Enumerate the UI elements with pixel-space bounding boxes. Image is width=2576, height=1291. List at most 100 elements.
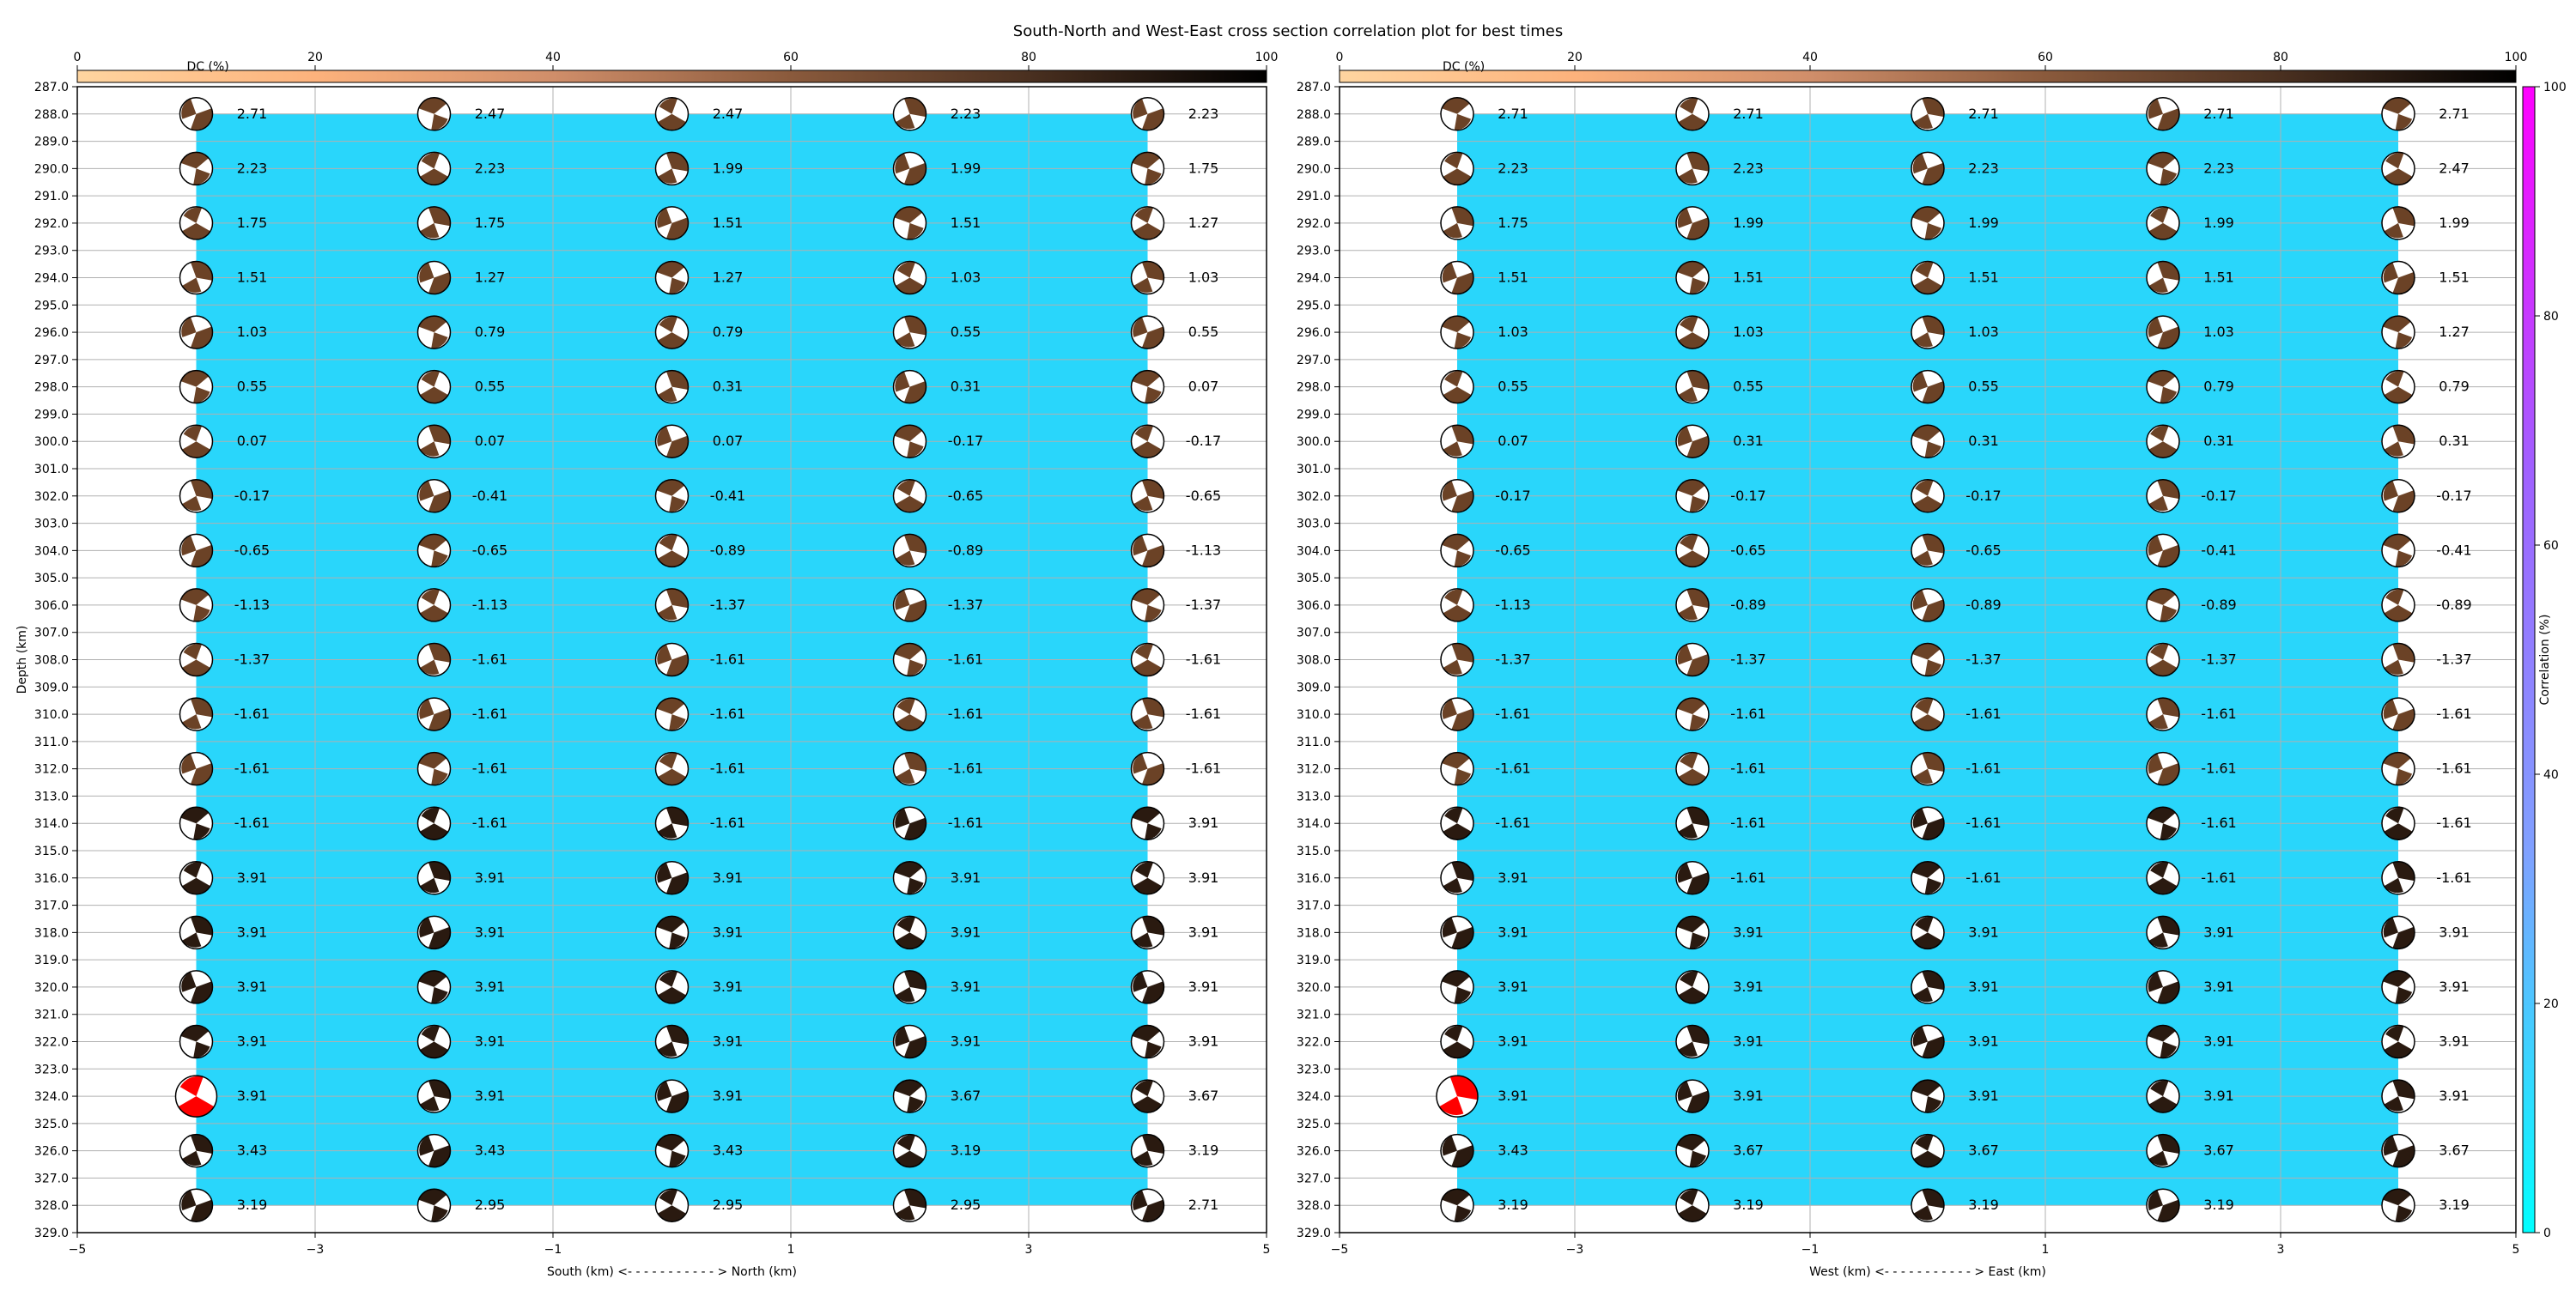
correlation-tick-label: 20 [2543,997,2559,1011]
y-tick-label: 305.0 [34,572,69,585]
beachball-outline [1440,751,1474,786]
beachball-outline [2381,806,2415,840]
time-label: 2.71 [1968,106,1999,122]
beachball-outline [2146,479,2180,513]
beachball-outline [2381,151,2415,186]
time-label: 3.91 [1968,924,1999,940]
beachball-quadrant [2160,604,2178,621]
beachball [654,970,690,1004]
beachball-outline [1911,751,1945,786]
beachball-quadrant [1133,877,1162,894]
beachball-outline [179,97,214,131]
beachball-outline [179,424,214,458]
beachball-outline [654,751,690,786]
time-label: 1.51 [2203,270,2234,286]
time-label: 2.95 [713,1197,744,1213]
beachball [416,588,452,622]
beachball-outline [892,424,927,458]
beachball-quadrant [418,534,447,551]
beachball [2146,369,2180,404]
beachball-outline [1440,315,1474,349]
beachball-quadrant [669,932,686,949]
beachball-quadrant [420,1096,440,1112]
beachball-outline [416,751,452,786]
beachball-quadrant [658,768,686,785]
beachball-quadrant [669,495,686,512]
beachball-outline [1130,260,1165,295]
x-tick-label: −3 [1566,1243,1584,1257]
beachball-outline [1675,533,1710,568]
dc-tick-label: 80 [2273,51,2288,64]
y-tick-label: 296.0 [1297,326,1331,340]
beachball-quadrant [658,386,677,403]
beachball-quadrant [428,926,451,949]
beachball-quadrant [896,550,915,566]
beachball-outline [654,1188,690,1222]
beachball [2381,915,2415,950]
y-tick-label: 290.0 [34,162,69,176]
beachball [1911,151,1945,186]
beachball-outline [174,1075,218,1118]
y-tick-label: 325.0 [34,1118,69,1131]
beachball-outline [1440,424,1474,458]
beachball-outline [892,369,927,404]
dc-colorbar-gradient [76,70,1267,83]
time-label: -1.37 [1495,652,1530,668]
beachball-outline [1675,424,1710,458]
beachball [2146,1024,2180,1059]
beachball-quadrant [2157,326,2179,349]
beachball-outline [1911,315,1945,349]
time-label: 3.91 [713,924,744,940]
beachball-outline [1440,588,1474,622]
beachball-outline [892,260,927,295]
y-tick-label: 315.0 [1297,845,1331,858]
beachball-quadrant [1915,480,1934,496]
beachball-quadrant [1912,371,1928,392]
beachball-quadrant [1442,1189,1470,1206]
y-tick-label: 324.0 [34,1090,69,1104]
beachball-quadrant [1133,714,1153,730]
time-label: 3.19 [1188,1143,1219,1159]
beachball-outline [2146,588,2180,622]
beachball [2146,861,2180,895]
beachball-quadrant [418,1189,447,1206]
beachball-quadrant [659,753,677,769]
y-tick-label: 321.0 [34,1009,69,1022]
beachball-quadrant [1689,1150,1707,1167]
beachball [1130,315,1165,349]
beachball-quadrant [907,659,924,676]
beachball-quadrant [1133,932,1153,948]
beachball-outline [1130,697,1165,731]
beachball-outline [892,751,927,786]
y-tick-label: 325.0 [1297,1118,1331,1131]
beachball-outline [1911,1188,1945,1222]
y-tick-label: 312.0 [1297,763,1331,777]
beachball-quadrant [181,972,197,992]
time-label: -1.61 [472,652,507,668]
beachball-quadrant [658,823,677,839]
beachball-outline [416,1079,452,1113]
beachball-quadrant [428,708,451,731]
beachball-quadrant [894,643,923,660]
beachball [416,315,452,349]
time-label: 3.91 [1733,1033,1764,1050]
beachball-quadrant [1689,714,1707,730]
time-label: 2.71 [1733,106,1764,122]
time-label: 2.23 [2203,160,2234,176]
beachball-outline [2146,915,2180,950]
beachball-quadrant [1686,872,1709,894]
beachball-outline [2381,1133,2415,1168]
beachball-quadrant [1442,480,1457,501]
grid [76,86,1267,1233]
beachball [654,1079,690,1113]
dc-tick-label: 100 [1255,51,1279,64]
beachball-quadrant [1678,332,1707,349]
beachball-quadrant [659,316,677,333]
beachball-outline [2381,915,2415,950]
beachball [1911,970,1945,1004]
y-tick-label: 300.0 [34,435,69,449]
beachball-outline [416,970,452,1004]
beachball-quadrant [2157,108,2179,130]
beachball [654,260,690,295]
beachball-quadrant [2148,98,2163,119]
